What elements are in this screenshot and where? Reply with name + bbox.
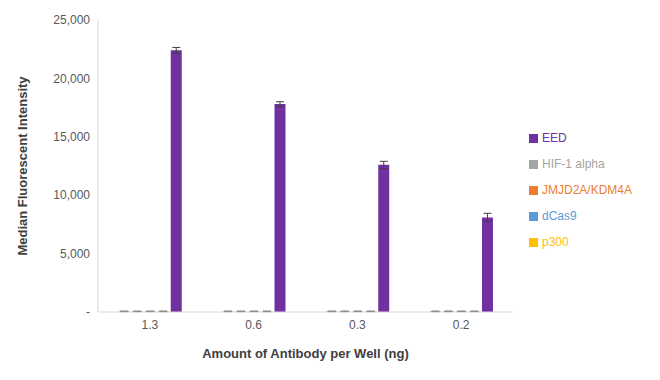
html-text:dCas9: dCas9	[542, 209, 577, 223]
svg-text:1.3: 1.3	[142, 318, 159, 332]
svg-text:Amount of Antibody per Well (n: Amount of Antibody per Well (ng)	[202, 346, 409, 361]
svg-text:-: -	[86, 305, 90, 319]
svg-text:0.6: 0.6	[245, 318, 262, 332]
svg-text:0.3: 0.3	[349, 318, 366, 332]
html-text:JMJD2A/KDM4A: JMJD2A/KDM4A	[542, 183, 632, 197]
svg-text:10,000: 10,000	[53, 188, 90, 202]
svg-text:0.2: 0.2	[453, 318, 470, 332]
svg-text:5,000: 5,000	[60, 247, 90, 261]
html-text:EED: EED	[542, 131, 567, 145]
svg-text:Median Fluorescent Intensity: Median Fluorescent Intensity	[15, 76, 30, 256]
html-text:HIF-1 alpha: HIF-1 alpha	[542, 157, 605, 171]
svg-text:25,000: 25,000	[53, 13, 90, 27]
svg-text:15,000: 15,000	[53, 130, 90, 144]
html-text:p300: p300	[542, 235, 569, 249]
svg-text:20,000: 20,000	[53, 72, 90, 86]
